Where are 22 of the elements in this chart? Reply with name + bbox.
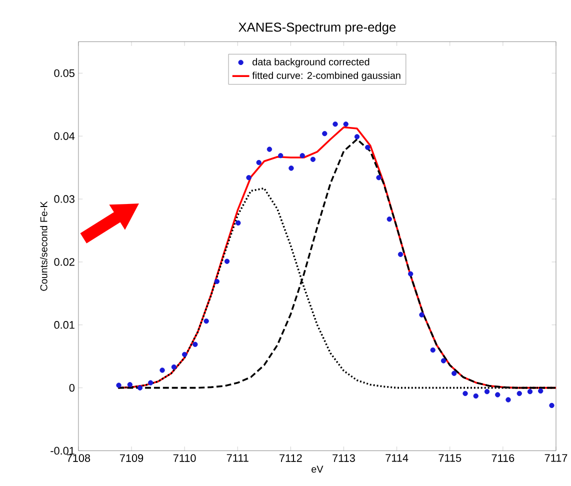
x-axis-title: eV — [312, 466, 324, 473]
x-tick-label: 7109 — [120, 454, 144, 462]
x-tick-label: 7116 — [492, 454, 514, 462]
chart-title: XANES-Spectrum pre-edge — [238, 22, 396, 35]
y-tick-label: 0 — [69, 384, 75, 392]
y-tick-label: 0.03 — [54, 195, 74, 204]
x-tick-label: 7113 — [332, 454, 355, 462]
x-tick-label: 7115 — [438, 454, 462, 462]
y-axis-title: Counts/second Fe-K — [40, 202, 48, 292]
legend-label: fitted curve: 2-combined gaussian — [252, 72, 400, 82]
x-tick-label: 7117 — [544, 454, 568, 462]
y-tick-label: 0.04 — [54, 132, 75, 140]
x-tick-label: 7112 — [280, 454, 302, 462]
x-tick-label: 7114 — [386, 454, 408, 462]
x-tick-label: 7111 — [226, 454, 248, 462]
y-tick-label: 0.02 — [54, 258, 74, 266]
y-tick-label: 0.05 — [54, 70, 74, 78]
x-tick-label: 7108 — [66, 454, 90, 462]
y-tick-label: 0.01 — [54, 321, 74, 329]
y-tick-label: -0.01 — [50, 447, 74, 455]
legend-label: data background corrected — [252, 58, 370, 68]
x-tick-label: 7110 — [173, 454, 196, 462]
